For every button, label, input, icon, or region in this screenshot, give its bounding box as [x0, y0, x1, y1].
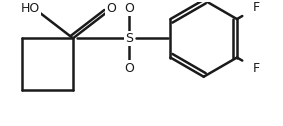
Text: O: O	[106, 2, 116, 15]
Text: F: F	[253, 62, 260, 75]
Text: O: O	[125, 61, 134, 74]
Text: F: F	[253, 1, 260, 14]
Text: S: S	[125, 32, 133, 45]
Text: O: O	[125, 2, 134, 15]
Text: HO: HO	[21, 2, 40, 15]
